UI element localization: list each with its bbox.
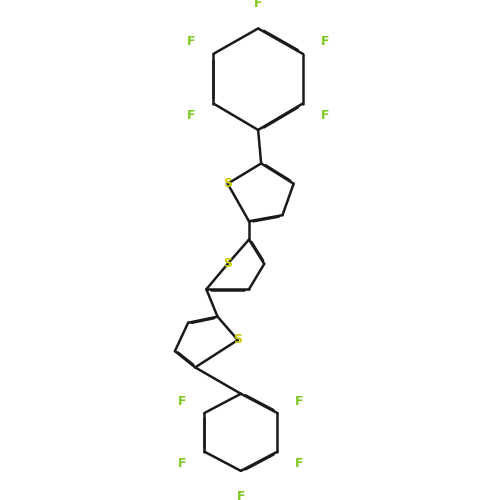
Text: S: S — [223, 258, 232, 270]
Text: S: S — [223, 177, 232, 190]
Text: F: F — [320, 35, 329, 48]
Text: F: F — [296, 395, 304, 408]
Text: F: F — [188, 35, 196, 48]
Text: F: F — [187, 109, 196, 122]
Text: F: F — [296, 457, 304, 470]
Text: F: F — [254, 0, 262, 10]
Text: F: F — [236, 490, 245, 500]
Text: F: F — [178, 457, 186, 470]
Text: S: S — [234, 334, 242, 346]
Text: F: F — [320, 109, 329, 122]
Text: F: F — [178, 395, 186, 408]
